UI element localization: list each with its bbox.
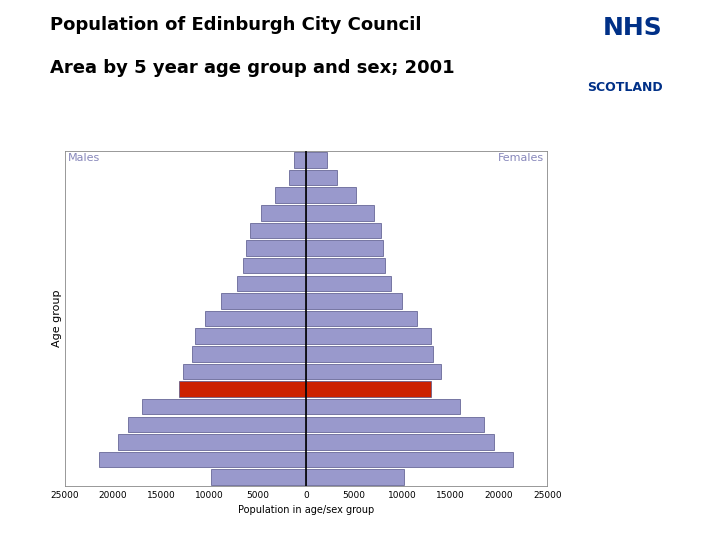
Text: Males: Males [68,153,100,163]
Bar [306,311,417,326]
Bar [237,275,306,291]
Bar [142,399,306,415]
Bar [195,328,306,344]
Bar [127,416,306,432]
Bar [306,364,441,379]
Bar [212,469,306,485]
Bar [306,399,460,415]
Bar [306,293,402,309]
Bar [182,364,306,379]
Bar [294,152,306,168]
Bar [261,205,306,221]
Y-axis label: Age group: Age group [52,290,62,347]
Bar [306,346,433,362]
Bar [306,187,356,203]
Bar [306,275,391,291]
Bar [275,187,306,203]
Bar [118,434,306,450]
Bar [306,452,513,467]
Text: NHS: NHS [603,16,662,40]
Bar [243,258,306,273]
Bar [192,346,306,362]
Bar [289,170,306,185]
Bar [246,240,306,256]
Bar [306,258,385,273]
Bar [306,170,337,185]
Bar [306,328,431,344]
Bar [204,311,306,326]
Bar [306,222,382,238]
Bar [306,381,431,397]
Text: Females: Females [498,153,544,163]
X-axis label: Population in age/sex group: Population in age/sex group [238,505,374,515]
Bar [306,152,327,168]
Bar [306,416,485,432]
Bar [179,381,306,397]
Bar [250,222,306,238]
Bar [306,469,405,485]
Bar [99,452,306,467]
Bar [221,293,306,309]
Text: Population of Edinburgh City Council: Population of Edinburgh City Council [50,16,422,34]
Text: SCOTLAND: SCOTLAND [587,81,662,94]
Text: Area by 5 year age group and sex; 2001: Area by 5 year age group and sex; 2001 [50,59,455,77]
Bar [306,434,494,450]
Bar [306,205,374,221]
Bar [306,240,383,256]
